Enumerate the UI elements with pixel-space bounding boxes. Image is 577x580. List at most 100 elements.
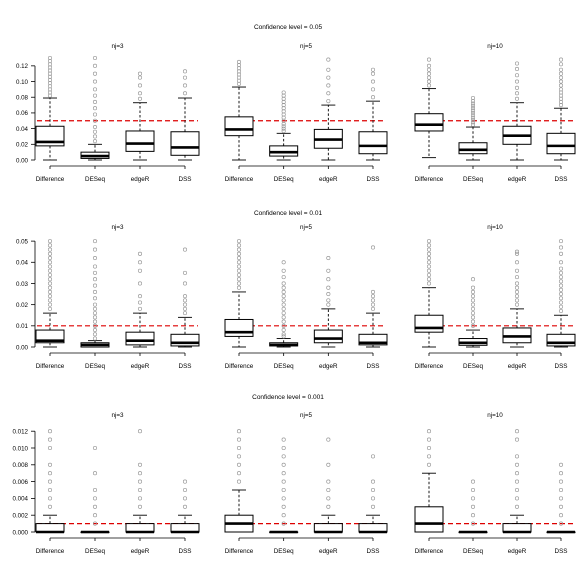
outlier-point bbox=[470, 101, 476, 106]
outlier-point bbox=[47, 285, 53, 290]
outlier-point bbox=[92, 239, 98, 244]
outlier-point bbox=[92, 521, 98, 526]
outlier-point bbox=[92, 63, 98, 68]
outlier-point bbox=[236, 454, 242, 459]
iqr-box bbox=[224, 116, 254, 137]
outlier-point bbox=[137, 268, 143, 273]
outlier-point bbox=[426, 429, 432, 434]
outlier-point bbox=[558, 487, 564, 493]
box-edgeR bbox=[125, 429, 155, 534]
panel-label: nj=3 bbox=[111, 412, 124, 419]
outlier-point bbox=[47, 289, 53, 294]
outlier-point bbox=[92, 315, 98, 320]
x-tick-label: edgeR bbox=[319, 363, 338, 370]
outlier-point bbox=[281, 479, 286, 484]
iqr-box bbox=[170, 333, 200, 347]
outlier-point bbox=[182, 311, 188, 316]
outlier-point bbox=[426, 281, 432, 286]
outlier-point bbox=[47, 277, 53, 282]
chart-row-2: Confidence level = 0.010.000.010.020.030… bbox=[16, 210, 576, 370]
x-tick-label: DSS bbox=[555, 363, 568, 370]
outlier-point bbox=[326, 91, 331, 96]
box-Difference bbox=[224, 239, 254, 348]
x-tick-label: edgeR bbox=[131, 176, 150, 183]
outlier-point bbox=[47, 268, 53, 273]
outlier-point bbox=[326, 57, 331, 62]
outlier-point bbox=[558, 287, 564, 292]
iqr-box bbox=[414, 113, 444, 132]
outlier-point bbox=[281, 332, 286, 337]
outlier-point bbox=[182, 302, 188, 307]
outlier-point bbox=[47, 281, 53, 286]
iqr-box bbox=[358, 131, 388, 155]
outlier-point bbox=[92, 118, 98, 123]
x-tick-label: DESeq bbox=[274, 363, 294, 370]
box-DESeq bbox=[80, 239, 110, 348]
outlier-point bbox=[514, 471, 520, 476]
outlier-point bbox=[137, 479, 143, 484]
y-tick-label: 0.12 bbox=[16, 63, 29, 70]
outlier-point bbox=[47, 294, 53, 299]
outlier-point bbox=[92, 112, 98, 117]
outlier-point bbox=[281, 302, 286, 307]
outlier-point bbox=[558, 513, 564, 518]
box-edgeR bbox=[313, 256, 343, 348]
outlier-point bbox=[326, 67, 331, 72]
outlier-point bbox=[137, 496, 143, 501]
outlier-point bbox=[281, 504, 286, 509]
outlier-point bbox=[326, 292, 331, 297]
outlier-point bbox=[326, 83, 331, 88]
box-Difference bbox=[414, 429, 444, 533]
outlier-point bbox=[236, 479, 242, 484]
outlier-point bbox=[514, 61, 520, 66]
y-tick-label: 0.02 bbox=[16, 142, 29, 149]
outlier-point bbox=[236, 429, 242, 434]
iqr-box bbox=[358, 333, 388, 346]
outlier-point bbox=[558, 479, 564, 484]
outlier-point bbox=[47, 260, 53, 265]
outlier-point bbox=[281, 311, 286, 316]
outlier-point bbox=[326, 487, 331, 493]
x-tick-label: DSS bbox=[555, 548, 568, 555]
outlier-point bbox=[426, 272, 432, 278]
x-tick-label: DSS bbox=[179, 176, 192, 183]
outlier-point bbox=[558, 245, 564, 250]
outlier-point bbox=[558, 251, 564, 256]
panel-label: nj=10 bbox=[487, 412, 503, 419]
outlier-point bbox=[514, 298, 520, 303]
y-tick-label: 0.05 bbox=[16, 238, 29, 245]
box-Difference bbox=[414, 57, 444, 159]
outlier-point bbox=[326, 302, 331, 307]
outlier-point bbox=[92, 306, 98, 311]
box-edgeR bbox=[502, 61, 532, 161]
outlier-point bbox=[281, 323, 286, 328]
outlier-point bbox=[137, 91, 143, 96]
panel-nj=5: nj=5 Difference DESeq edgeR DSS bbox=[224, 43, 388, 183]
outlier-point bbox=[236, 471, 242, 476]
outlier-point bbox=[182, 294, 188, 299]
panel-nj=5: nj=5 Difference DESeq edgeR DSS bbox=[224, 224, 388, 370]
outlier-point bbox=[47, 496, 53, 501]
panel-nj=3: nj=3 Difference DESeq edgeR DSS bbox=[35, 412, 200, 555]
panel-label: nj=3 bbox=[111, 43, 124, 50]
box-DSS bbox=[546, 462, 576, 534]
outlier-point bbox=[281, 496, 286, 501]
outlier-point bbox=[281, 334, 286, 339]
box-DSS bbox=[546, 57, 576, 161]
outlier-point bbox=[558, 57, 564, 62]
outlier-point bbox=[281, 289, 286, 294]
outlier-point bbox=[370, 71, 376, 76]
outlier-point bbox=[236, 256, 242, 261]
outlier-point bbox=[92, 513, 98, 518]
iqr-box bbox=[546, 132, 576, 155]
outlier-point bbox=[470, 110, 476, 115]
outlier-point bbox=[470, 113, 476, 118]
outlier-point bbox=[514, 268, 520, 273]
outlier-point bbox=[470, 120, 476, 125]
outlier-point bbox=[470, 277, 476, 282]
outlier-point bbox=[370, 306, 376, 311]
y-axis: 0.00 0.02 0.04 0.06 0.08 0.10 0.12 bbox=[16, 63, 36, 164]
outlier-point bbox=[470, 311, 476, 316]
outlier-point bbox=[470, 117, 476, 123]
